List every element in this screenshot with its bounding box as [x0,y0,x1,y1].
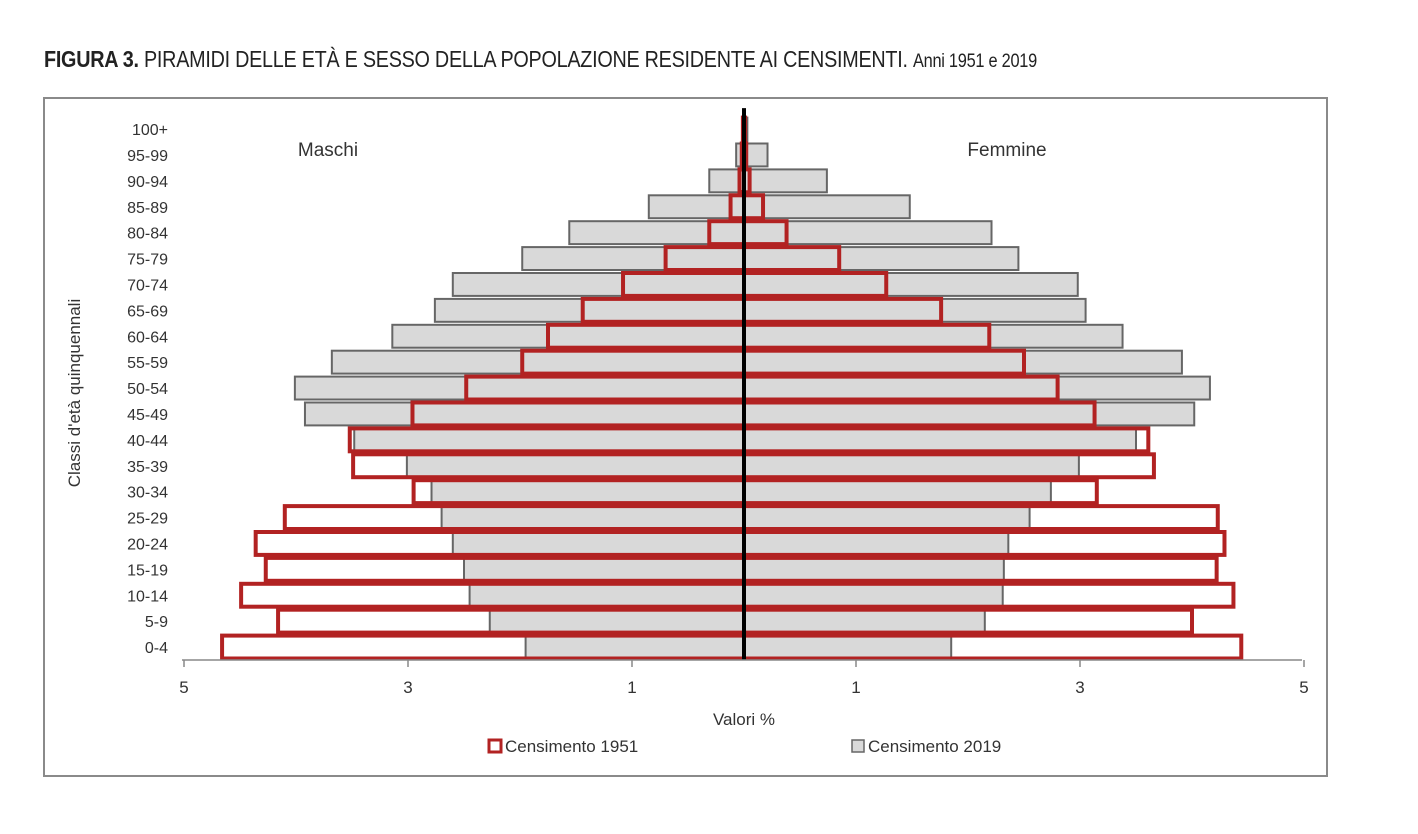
y-category-label: 30-34 [127,485,168,502]
bar-2019-male [451,531,745,556]
x-axis-title: Valori % [713,710,775,729]
bar-2019-female [743,168,828,194]
legend-label-1951: Censimento 1951 [505,737,638,756]
y-category-label: 50-54 [127,381,168,398]
y-category-label: 40-44 [127,433,168,450]
y-category-label: 90-94 [127,174,168,191]
y-category-label: 55-59 [127,355,168,372]
bar-2019-male [405,453,745,479]
bar-2019-female [743,479,1052,505]
bar-2019-male [391,323,745,349]
bar-2019-female [743,323,1124,349]
bar-2019-male [451,272,745,297]
bar-2019-female [743,505,1031,531]
side-label-right: Femmine [967,140,1046,161]
bar-2019-female [743,349,1183,375]
y-category-label: 0-4 [145,640,168,657]
bar-2019-female [743,634,953,660]
y-category-label: 85-89 [127,200,168,217]
y-category-label: 20-24 [127,536,168,553]
y-category-label: 45-49 [127,407,168,424]
x-tick-label: 5 [1299,678,1308,697]
bar-2019-female [743,582,1004,608]
bar-2019-male [433,297,745,323]
y-category-label: 65-69 [127,303,168,320]
bar-2019-female [743,246,1020,272]
bar-2019-female [743,556,1005,582]
figure-label: FIGURA 3. [44,46,139,72]
legend-swatch-1951 [487,738,503,754]
chart-frame [43,97,1328,777]
bar-2019-male [440,505,745,531]
bar-2019-female [743,608,986,634]
legend-swatch-2019 [851,739,865,753]
y-category-label: 60-64 [127,329,168,346]
legend-label-2019: Censimento 2019 [868,737,1001,756]
bar-2019-female [743,297,1087,323]
y-category-label: 5-9 [145,614,168,631]
bar-2019-male [353,427,745,453]
figure-subtitle: Anni 1951 e 2019 [912,51,1037,72]
x-tick-label: 3 [1075,678,1084,697]
side-label-left: Maschi [298,140,358,161]
bar-2019-female [743,427,1137,453]
bar-2019-female [743,272,1079,297]
y-category-label: 35-39 [127,459,168,476]
y-axis-title: Classi d'età quinquennali [65,299,84,488]
bar-2019-female [743,220,993,246]
bar-2019-male [430,479,745,505]
x-tick-label: 1 [851,678,860,697]
bar-2019-male [303,401,745,427]
bar-2019-male [463,556,745,582]
figure-title-text: PIRAMIDI DELLE ETÀ E SESSO DELLA POPOLAZ… [144,46,908,72]
bar-2019-male [568,220,746,246]
bar-2019-male [330,349,745,375]
bar-2019-female [743,531,1010,556]
bar-2019-female [743,375,1211,401]
y-category-label: 70-74 [127,277,168,294]
y-category-label: 15-19 [127,562,168,579]
y-category-label: 80-84 [127,226,168,243]
bar-2019-male [468,582,745,608]
bar-2019-female [743,401,1196,427]
bar-2019-female [743,453,1080,479]
y-category-label: 10-14 [127,588,168,605]
bar-2019-male [521,246,745,272]
x-tick-label: 1 [627,678,636,697]
bar-2019-male [488,608,746,634]
bar-2019-male [293,375,745,401]
figure-title: FIGURA 3. PIRAMIDI DELLE ETÀ E SESSO DEL… [44,46,1037,73]
bar-2019-male [524,634,745,660]
y-category-label: 75-79 [127,252,168,269]
y-category-label: 95-99 [127,148,168,165]
bar-2019-female [743,194,911,220]
x-tick-label: 3 [403,678,412,697]
x-tick-label: 5 [179,678,188,697]
y-category-label: 100+ [132,122,168,139]
y-category-label: 25-29 [127,511,168,528]
